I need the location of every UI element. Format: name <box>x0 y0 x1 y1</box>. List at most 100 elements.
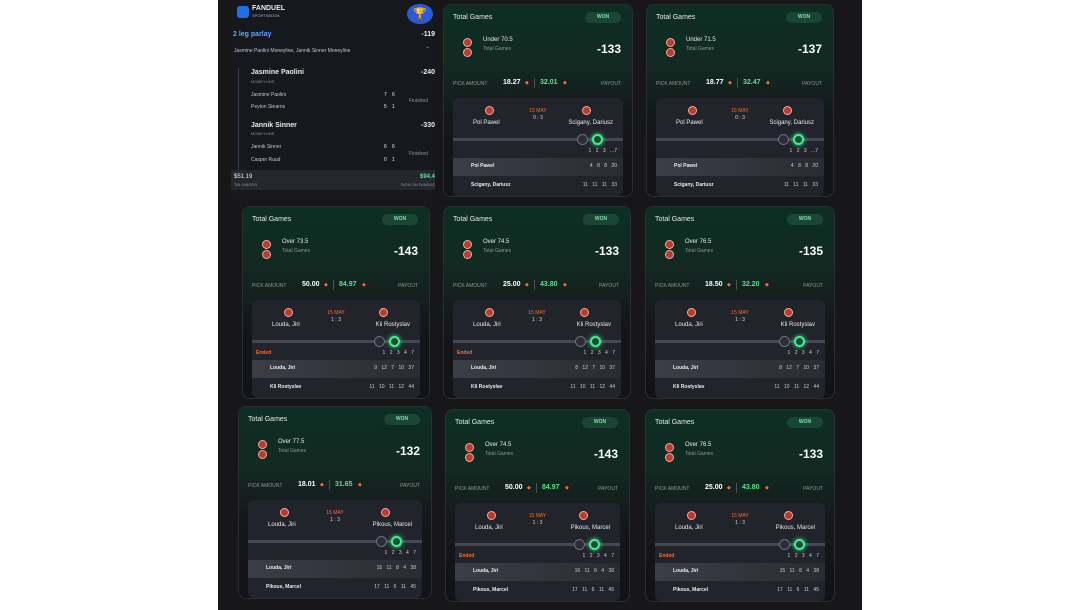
row-games: 9 12 7 10 37 <box>374 365 414 371</box>
row-player-name: Louda, Jiri <box>266 565 292 571</box>
coin-icon: ◆ <box>358 482 362 488</box>
leg-line <box>238 68 239 176</box>
leg2-odds: -330 <box>420 122 435 129</box>
coin-icon: ◆ <box>324 282 328 288</box>
progress-track <box>248 540 422 543</box>
set-node-active <box>793 134 804 145</box>
bet-line: Under 70.5 <box>483 37 513 43</box>
set-labels: 1 2 3 4 7 <box>583 350 615 356</box>
player2-name: Kli Rostyslav <box>780 322 815 328</box>
payout-label: PAYOUT <box>400 483 420 489</box>
player-avatar-icon <box>665 443 674 452</box>
bet-card: Total Games WON Over 73.5 Total Games -1… <box>242 206 430 399</box>
pick-amount: 18.27 <box>503 79 521 86</box>
player1-flag-icon <box>284 308 293 317</box>
bet-card: Total Games WON Over 74.5 Total Games -1… <box>445 409 630 602</box>
bet-line-sub: Total Games <box>485 451 514 457</box>
row-games: 11 11 11 33 <box>582 182 617 188</box>
progress-track <box>455 543 620 546</box>
match-panel: 15 MAY 0 : 3 Pol Pawel Scigany, Dariusz … <box>453 98 623 196</box>
bet-line-sub: Total Games <box>686 46 715 52</box>
score-row: Kli Rostyslav 11 10 11 12 44 <box>252 379 420 397</box>
payout-amount: 84.97 <box>339 281 357 288</box>
pick-amount-label: PICK AMOUNT <box>453 283 488 289</box>
payout-label: PAYOUT <box>599 283 619 289</box>
row-games: 15 11 8 4 38 <box>376 565 416 571</box>
set-node <box>376 536 387 547</box>
set-labels: 1 2 3 4 7 <box>382 350 414 356</box>
row-games: 11 10 11 12 44 <box>774 384 819 390</box>
bet-odds: -132 <box>395 444 420 458</box>
player-avatar-icon <box>258 440 267 449</box>
row-player-name: Pol Pawel <box>674 163 698 169</box>
pick-amount: 50.00 <box>505 484 523 491</box>
set-labels: 1 2 3 4 7 <box>582 553 614 559</box>
score-row: Scigany, Dariusz 11 11 11 33 <box>453 177 623 195</box>
bet-card: Total Games WON Under 70.5 Total Games -… <box>443 4 633 197</box>
bet-odds: -135 <box>798 244 823 258</box>
won-badge: WON <box>583 214 619 225</box>
divider <box>333 280 334 290</box>
progress-track <box>252 340 420 343</box>
bet-line-sub: Total Games <box>685 248 714 254</box>
row-games: 8 12 7 10 37 <box>575 365 615 371</box>
player-avatar-icon <box>463 48 472 57</box>
divider <box>329 480 330 490</box>
player1-name: Louda, Jiri <box>473 322 501 328</box>
parlay-screenshot: FANDUEL SPORTSBOOK 🏆 2 leg parlay -119 J… <box>231 0 435 200</box>
set-node-active <box>794 336 805 347</box>
won-badge: WON <box>382 214 418 225</box>
score-row: Louda, Jiri 8 12 7 10 37 <box>655 360 825 378</box>
payout-amount: 32.01 <box>540 79 558 86</box>
player2-flag-icon <box>784 308 793 317</box>
coin-icon: ◆ <box>525 282 529 288</box>
row-games: 8 12 7 10 37 <box>779 365 819 371</box>
player1-name: Louda, Jiri <box>475 525 503 531</box>
row-games: 11 10 11 12 44 <box>369 384 414 390</box>
coin-icon: ◆ <box>766 80 770 86</box>
score-row: Louda, Jiri 16 11 8 4 38 <box>455 563 620 581</box>
player2-name: Kli Rostyslav <box>576 322 611 328</box>
player-avatar-icon <box>463 240 472 249</box>
chevron-up-icon[interactable]: ⌃ <box>425 47 431 53</box>
leg2-row1-s1: 6 <box>384 144 387 150</box>
set-node <box>778 134 789 145</box>
payout-label: PAYOUT <box>398 283 418 289</box>
row-player-name: Kli Rostyslav <box>471 384 503 390</box>
set-node <box>574 539 585 550</box>
payout-amount: 32.47 <box>743 79 761 86</box>
pick-amount-label: PICK AMOUNT <box>455 486 490 492</box>
set-labels: 1 2 3 4 7 <box>787 553 819 559</box>
bet-card: Total Games WON Over 77.5 Total Games -1… <box>238 406 432 599</box>
player-avatar-icon <box>665 453 674 462</box>
progress-track <box>656 138 824 141</box>
leg2-player: Jannik Sinner <box>251 122 297 129</box>
progress-track <box>655 340 825 343</box>
bet-odds: -143 <box>593 447 618 461</box>
pick-amount-label: PICK AMOUNT <box>252 283 287 289</box>
bet-odds: -133 <box>798 447 823 461</box>
player-avatar-icon <box>463 250 472 259</box>
divider <box>536 483 537 493</box>
leg1-status: Finished <box>409 98 428 104</box>
pick-amount: 18.50 <box>705 281 723 288</box>
leg2-row2-s2: 1 <box>392 157 395 163</box>
match-date: 15 MAY <box>327 310 345 316</box>
legs-summary: Jasmine Paolini Moneyline, Jannik Sinner… <box>234 48 351 54</box>
divider <box>534 78 535 88</box>
row-player-name: Kli Rostyslav <box>270 384 302 390</box>
player2-name: Pikous, Marcel <box>372 522 412 528</box>
bet-line: Over 73.5 <box>282 239 309 245</box>
match-date: 15 MAY <box>528 310 546 316</box>
coin-icon: ◆ <box>727 282 731 288</box>
bet-odds: -133 <box>594 244 619 258</box>
wager-amount: $51.19 <box>234 174 253 180</box>
bet-line-sub: Total Games <box>282 248 311 254</box>
bet-line-sub: Total Games <box>483 248 512 254</box>
player-avatar-icon <box>258 450 267 459</box>
bet-line: Under 71.5 <box>686 37 716 43</box>
bet-line: Over 76.5 <box>685 239 712 245</box>
coin-icon: ◆ <box>565 485 569 491</box>
payout-label: PAYOUT <box>601 81 621 87</box>
player2-flag-icon <box>379 308 388 317</box>
